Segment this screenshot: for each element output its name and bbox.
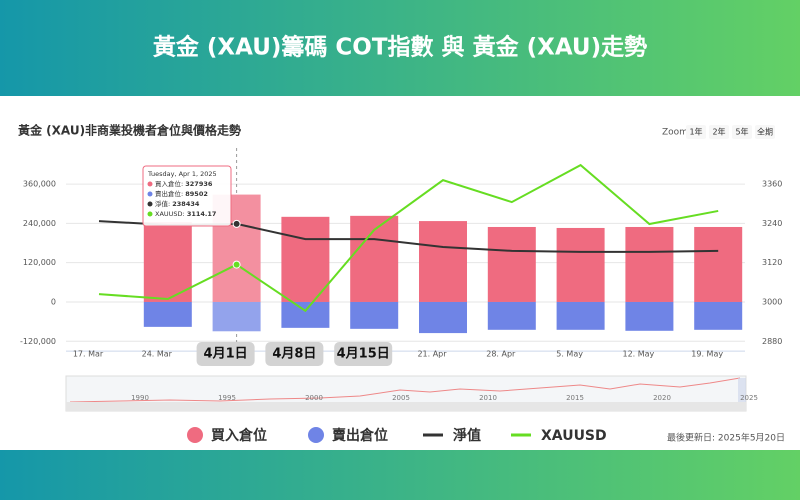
tooltip-title: Tuesday, Apr 1, 2025 (147, 170, 217, 178)
tooltip-series-name: XAUUSD (155, 210, 183, 218)
tooltip-dot (147, 211, 153, 217)
tooltip-box (142, 165, 232, 227)
x-tick-label: 4月1日 (204, 347, 248, 362)
navigator-label: 1990 (131, 394, 149, 402)
y2-tick-label: 3000 (762, 297, 782, 306)
tooltip-value: 89502 (185, 190, 208, 198)
tooltip-dot (147, 181, 153, 187)
navigator-label: 2010 (479, 394, 497, 402)
bar (350, 301, 399, 329)
bar (143, 222, 192, 302)
date-pill (334, 342, 393, 366)
y2-tick-label: 3360 (762, 180, 782, 189)
zoom-button[interactable] (686, 125, 706, 139)
updated-note: 最後更新日: 2025年5月20日 (667, 432, 785, 444)
line (98, 163, 719, 313)
date-pill (265, 342, 324, 366)
zoom-button[interactable] (755, 125, 775, 139)
bar (281, 216, 330, 302)
x-tick-label: 4月15日 (337, 347, 390, 362)
navigator-window[interactable] (738, 378, 746, 402)
bar (419, 301, 467, 334)
tooltip-series-name: 賣出倉位 (155, 189, 182, 198)
legend-symbol[interactable] (308, 427, 324, 443)
x-tick-label: 24. Mar (142, 350, 173, 359)
bar (212, 301, 261, 332)
bar (694, 226, 743, 302)
date-pill (196, 342, 255, 366)
navigator-label: 2005 (392, 394, 410, 402)
bar (556, 301, 605, 330)
tooltip-row: 賣出倉位: 89502 (155, 189, 208, 198)
navigator-scrollbar[interactable] (66, 402, 746, 411)
tooltip-sep: : (168, 200, 172, 208)
x-tick-label: 4月8日 (272, 347, 316, 362)
bar (487, 226, 536, 302)
y2-tick-label: 3240 (762, 219, 782, 228)
tooltip-sep: : (181, 180, 185, 188)
legend-label[interactable]: 賣出倉位 (331, 427, 388, 444)
footer-band (0, 450, 800, 500)
x-tick-label: 12. May (622, 350, 654, 359)
tooltip-series-name: 買入倉位 (155, 179, 182, 188)
bar (143, 301, 192, 327)
hover-marker (232, 260, 241, 269)
tooltip-value: 327936 (185, 180, 213, 188)
tooltip-dot (147, 191, 153, 197)
bar (487, 301, 536, 330)
hover-marker (232, 219, 241, 228)
tooltip-row: 買入倉位: 327936 (155, 179, 213, 188)
y-tick-label: 0 (51, 297, 56, 306)
bar (419, 221, 467, 302)
tooltip-series-name: 淨值 (155, 199, 169, 208)
navigator-label: 2020 (653, 394, 671, 402)
legend-label[interactable]: 淨值 (453, 427, 481, 444)
bar (281, 301, 330, 328)
zoom-button-label[interactable]: 5年 (735, 127, 748, 137)
y-tick-label: 120,000 (23, 258, 56, 267)
tooltip-dot (147, 201, 153, 207)
navigator-label: 2025 (740, 394, 758, 402)
page-title: 黃金 (XAU)籌碼 COT指數 與 黃金 (XAU)走勢 (153, 34, 647, 61)
zoom-button-label[interactable]: 1年 (689, 127, 702, 137)
x-tick-label: 5. May (556, 350, 583, 359)
zoom-label: Zoom (662, 128, 688, 138)
bar (625, 301, 674, 331)
zoom-button[interactable] (709, 125, 729, 139)
header-band (0, 0, 800, 96)
y-tick-label: 360,000 (23, 180, 56, 189)
x-tick-label: 28. Apr (486, 350, 516, 359)
tooltip-value: 3114.17 (187, 210, 217, 218)
bar (694, 301, 743, 330)
navigator-line (69, 377, 741, 403)
y-tick-label: -120,000 (20, 337, 56, 346)
y2-tick-label: 2880 (762, 337, 782, 346)
navigator-label: 1995 (218, 394, 236, 402)
bar (625, 226, 674, 302)
y2-tick-label: 3120 (762, 258, 782, 267)
zoom-button[interactable] (732, 125, 752, 139)
tooltip-row: 淨值: 238434 (155, 199, 200, 208)
legend-label[interactable]: XAUUSD (541, 428, 607, 444)
zoom-button-label[interactable]: 2年 (712, 127, 725, 137)
legend-label[interactable]: 買入倉位 (211, 427, 267, 444)
x-tick-label: 21. Apr (417, 350, 447, 359)
x-tick-label: 19. May (691, 350, 723, 359)
tooltip-sep: : (181, 190, 185, 198)
navigator-label: 2000 (305, 394, 323, 402)
navigator-label: 2015 (566, 394, 584, 402)
legend-symbol[interactable] (187, 427, 203, 443)
chart-title: 黃金 (XAU)非商業投機者倉位與價格走勢 (17, 123, 241, 138)
tooltip-sep: : (183, 210, 187, 218)
tooltip-row: XAUUSD: 3114.17 (155, 210, 216, 218)
x-tick-label: 17. Mar (73, 350, 104, 359)
y-tick-label: 240,000 (23, 219, 56, 228)
zoom-button-label[interactable]: 全期 (757, 127, 773, 137)
tooltip-value: 238434 (172, 200, 200, 208)
bar (556, 227, 605, 302)
